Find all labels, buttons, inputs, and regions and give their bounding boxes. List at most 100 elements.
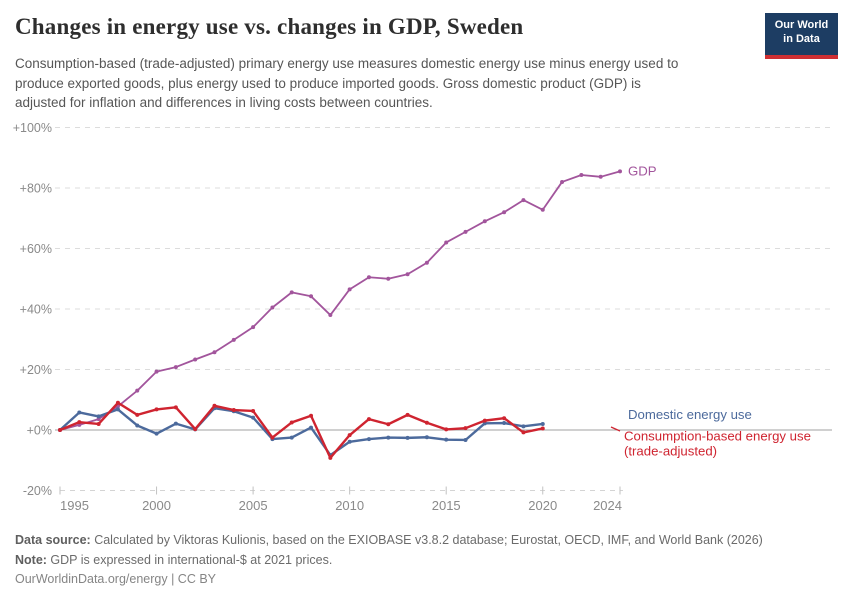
x-tick-label: 2000 xyxy=(142,498,171,513)
data-point[interactable] xyxy=(424,420,429,425)
y-tick-label: +40% xyxy=(20,303,52,317)
y-tick-label: +60% xyxy=(20,242,52,256)
data-point[interactable] xyxy=(540,207,545,212)
data-point[interactable] xyxy=(444,427,449,432)
data-point[interactable] xyxy=(424,260,429,265)
data-point[interactable] xyxy=(386,435,391,440)
series-line-gdp[interactable] xyxy=(59,170,621,431)
data-point[interactable] xyxy=(347,287,352,292)
note-text: GDP is expressed in international-$ at 2… xyxy=(46,552,333,567)
y-tick-label: +80% xyxy=(20,182,52,196)
x-tick-label: 2015 xyxy=(432,498,461,513)
data-point[interactable] xyxy=(251,415,256,420)
data-point[interactable] xyxy=(502,210,507,215)
data-point[interactable] xyxy=(58,428,62,432)
data-point[interactable] xyxy=(270,435,275,440)
data-point[interactable] xyxy=(463,229,468,234)
data-point[interactable] xyxy=(251,408,256,413)
data-point[interactable] xyxy=(212,350,217,355)
y-tick-label: +100% xyxy=(13,121,52,135)
x-tick-label: 2020 xyxy=(528,498,557,513)
data-point[interactable] xyxy=(502,416,507,421)
data-point[interactable] xyxy=(444,437,449,442)
x-tick-label: 1995 xyxy=(60,498,89,513)
data-point[interactable] xyxy=(366,437,371,442)
data-point[interactable] xyxy=(309,413,314,418)
data-source-line: Data source: Calculated by Viktoras Kuli… xyxy=(15,531,835,551)
data-point[interactable] xyxy=(347,439,352,444)
data-point[interactable] xyxy=(502,421,507,426)
data-point[interactable] xyxy=(154,369,159,374)
data-point[interactable] xyxy=(405,272,410,277)
data-point[interactable] xyxy=(347,433,352,438)
x-tick-label: 2010 xyxy=(335,498,364,513)
data-point[interactable] xyxy=(482,418,487,423)
data-point[interactable] xyxy=(77,420,82,425)
data-point[interactable] xyxy=(328,455,333,460)
data-point[interactable] xyxy=(540,421,545,426)
data-point[interactable] xyxy=(386,276,391,281)
data-point[interactable] xyxy=(289,435,294,440)
data-point[interactable] xyxy=(521,198,526,203)
data-point[interactable] xyxy=(521,424,526,429)
data-point[interactable] xyxy=(193,427,198,432)
data-point[interactable] xyxy=(521,430,526,435)
data-source-text: Calculated by Viktoras Kulionis, based o… xyxy=(90,533,763,547)
data-point[interactable] xyxy=(617,169,622,174)
data-point[interactable] xyxy=(135,388,140,393)
series-leader-line xyxy=(610,426,621,432)
data-point[interactable] xyxy=(309,425,314,430)
data-point[interactable] xyxy=(463,437,468,442)
data-point[interactable] xyxy=(482,219,487,224)
y-tick-label: -20% xyxy=(23,484,52,498)
data-point[interactable] xyxy=(135,423,140,428)
data-point[interactable] xyxy=(173,365,178,370)
owid-logo[interactable]: Our World in Data xyxy=(765,13,838,59)
data-point[interactable] xyxy=(231,408,236,413)
data-point[interactable] xyxy=(173,405,178,410)
data-point[interactable] xyxy=(173,421,178,426)
data-point[interactable] xyxy=(77,410,82,415)
data-point[interactable] xyxy=(328,313,333,318)
data-point[interactable] xyxy=(115,407,120,412)
data-point[interactable] xyxy=(289,290,294,295)
data-point[interactable] xyxy=(386,422,391,427)
data-point[interactable] xyxy=(424,435,429,440)
chart-subtitle: Consumption-based (trade-adjusted) prima… xyxy=(15,56,679,110)
data-point[interactable] xyxy=(154,431,159,436)
data-point[interactable] xyxy=(598,174,603,179)
y-tick-label: +20% xyxy=(20,363,52,377)
data-point[interactable] xyxy=(405,412,410,417)
chart: +100% +80% +60% +40% +20% +0% -20% 1995 2000 2005… xyxy=(0,113,850,520)
data-point[interactable] xyxy=(154,407,159,412)
license-link-line[interactable]: OurWorldinData.org/energy | CC BY xyxy=(15,572,217,586)
data-point[interactable] xyxy=(231,337,236,342)
data-point[interactable] xyxy=(135,412,140,417)
data-point[interactable] xyxy=(444,240,449,245)
series-label: Domestic energy use xyxy=(628,407,752,422)
owid-logo-line2: in Data xyxy=(783,33,820,45)
data-point[interactable] xyxy=(309,294,314,299)
series-line-consumption-based-energy-use-trade-adjusted[interactable] xyxy=(58,401,544,460)
data-point[interactable] xyxy=(270,305,275,310)
data-point[interactable] xyxy=(289,420,294,425)
chart-title: Changes in energy use vs. changes in GDP… xyxy=(15,14,524,39)
data-point[interactable] xyxy=(560,179,565,184)
data-point[interactable] xyxy=(251,325,256,330)
data-point[interactable] xyxy=(96,421,101,426)
data-point[interactable] xyxy=(193,357,198,362)
data-point[interactable] xyxy=(405,435,410,440)
y-tick-label: +0% xyxy=(27,424,52,438)
series-label: (trade-adjusted) xyxy=(624,443,717,458)
data-point[interactable] xyxy=(579,172,584,177)
data-point[interactable] xyxy=(115,400,120,405)
data-point[interactable] xyxy=(212,403,217,408)
data-point[interactable] xyxy=(540,426,545,431)
data-point[interactable] xyxy=(366,275,371,280)
data-point[interactable] xyxy=(463,426,468,431)
series-line-domestic-energy-use[interactable] xyxy=(58,407,544,457)
data-point[interactable] xyxy=(366,417,371,422)
series-label: Consumption-based energy use xyxy=(624,428,811,443)
data-point[interactable] xyxy=(96,414,101,419)
x-tick-label: 2024 xyxy=(593,498,622,513)
